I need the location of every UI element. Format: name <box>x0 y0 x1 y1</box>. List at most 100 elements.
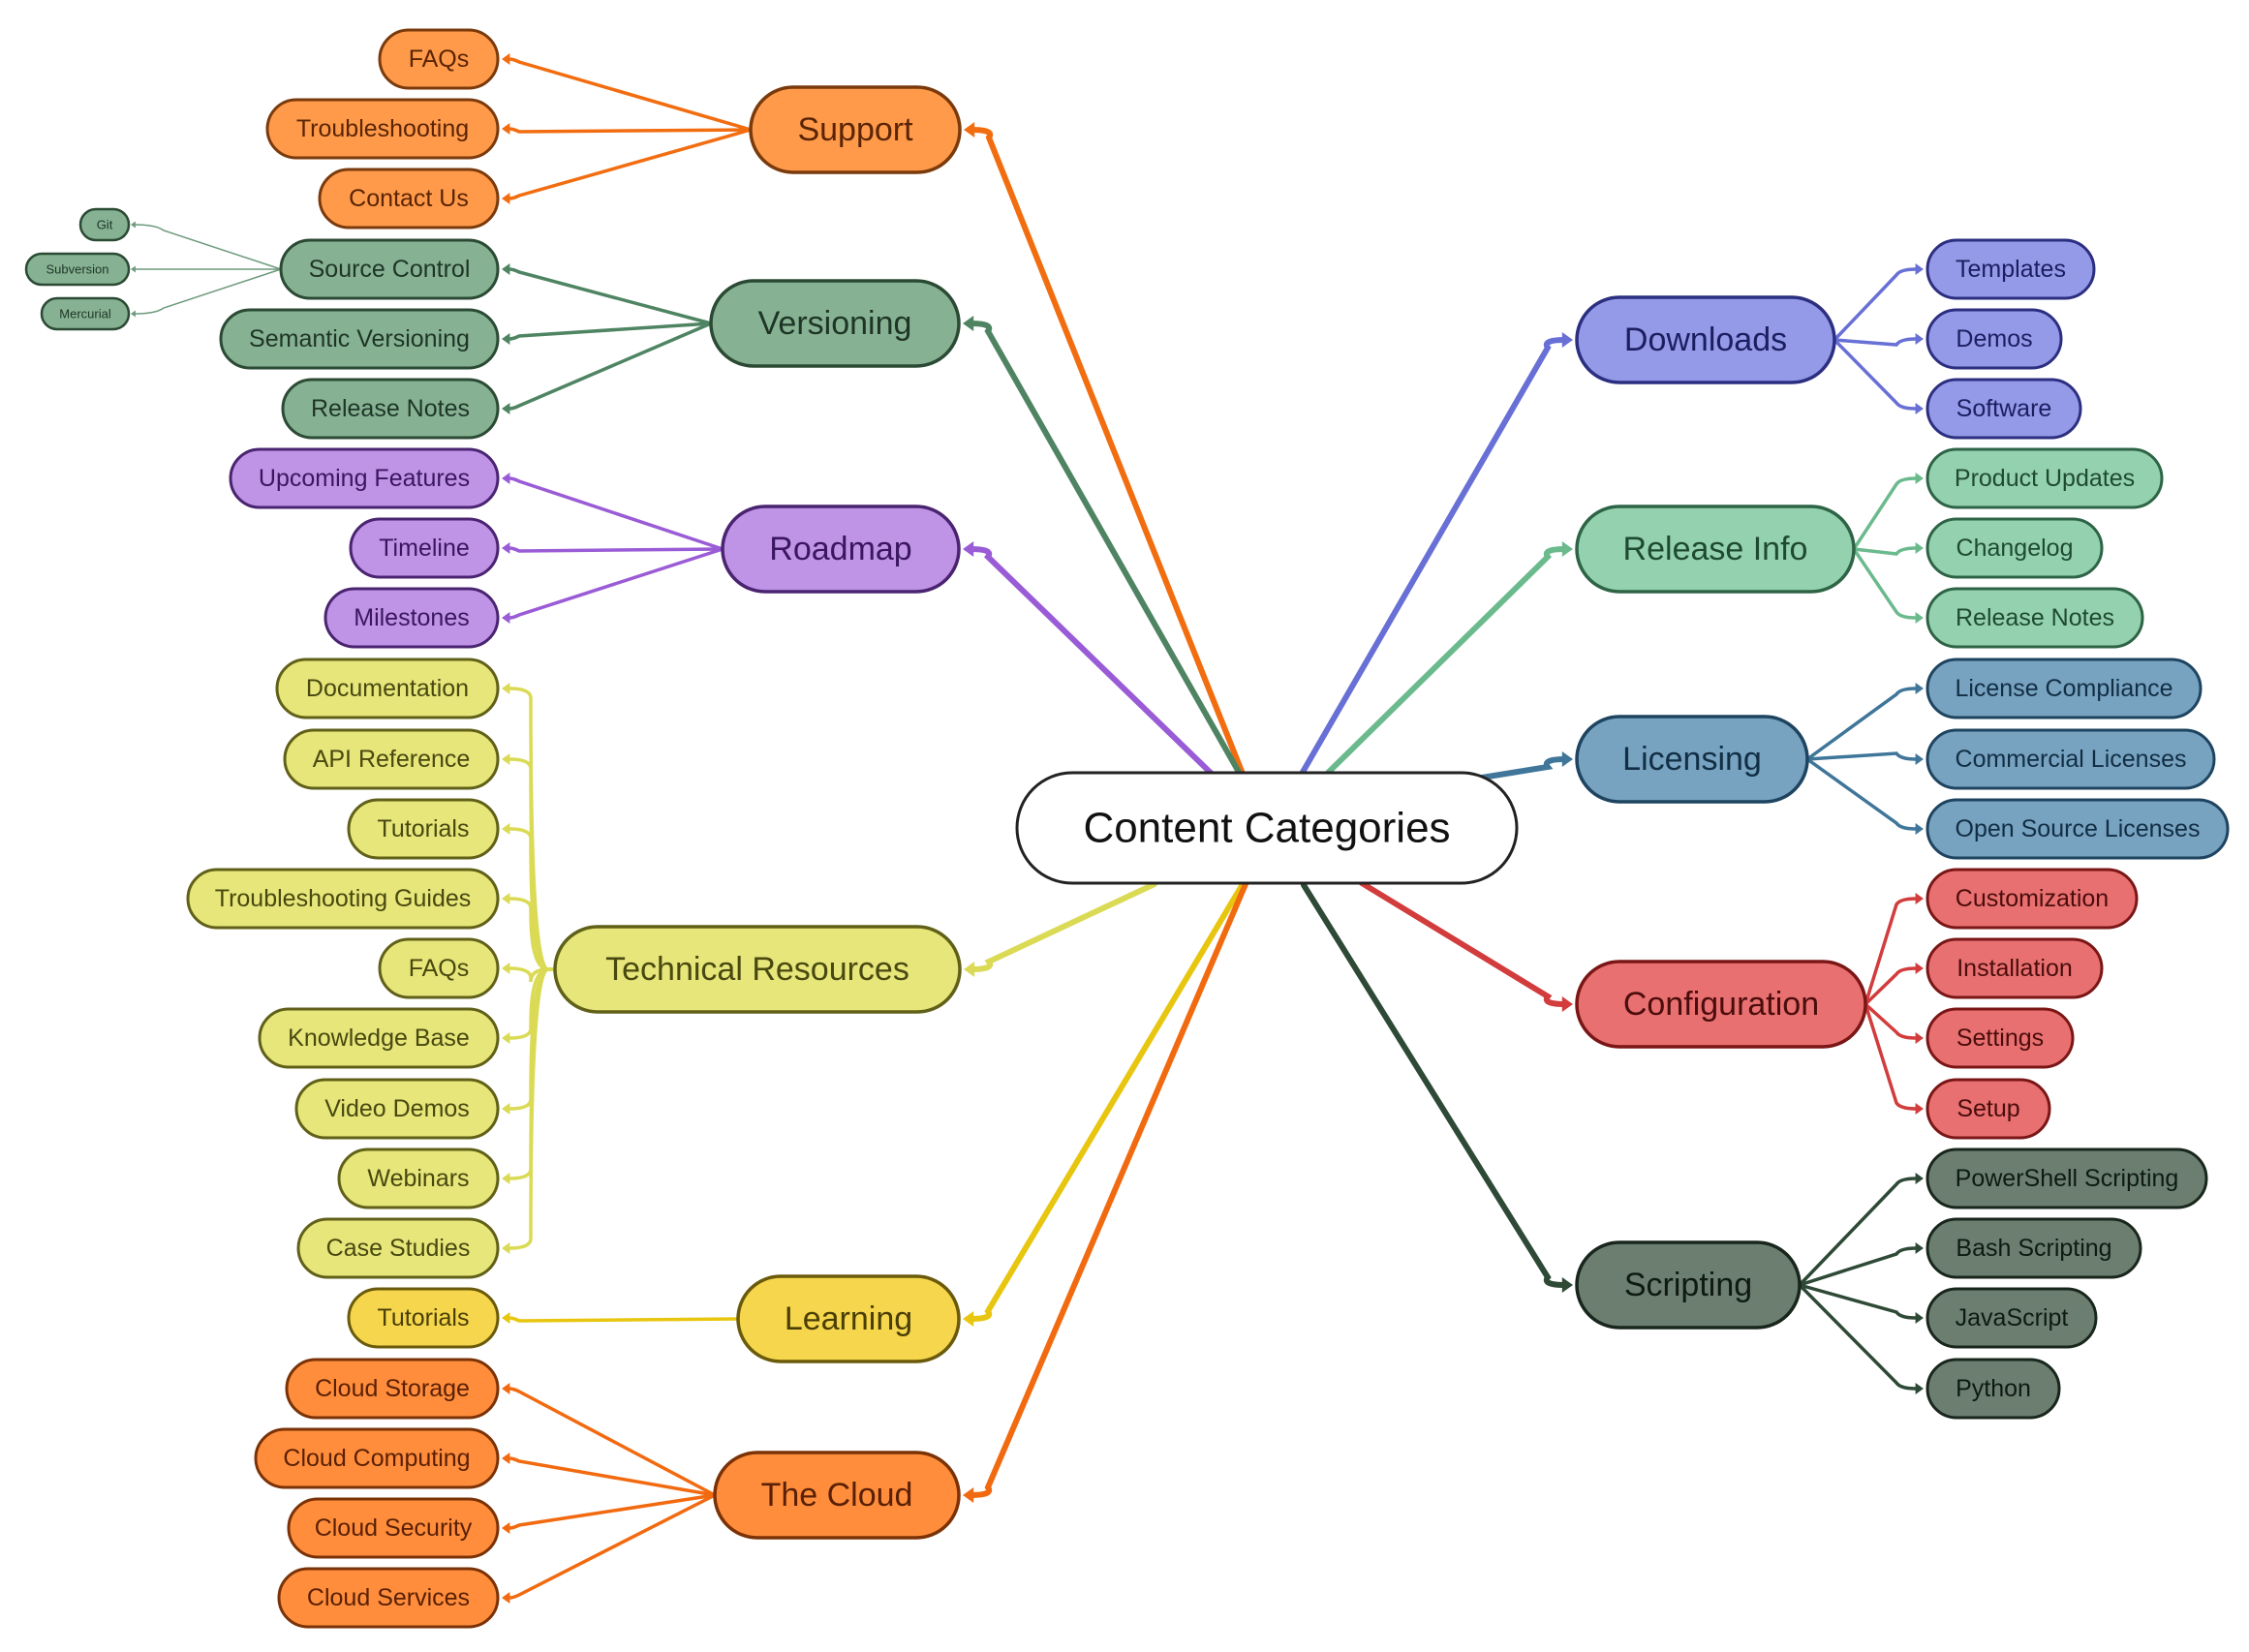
leaf-technical-8[interactable]: Case Studies <box>296 1217 500 1279</box>
arrow-configuration-3 <box>1915 1103 1924 1115</box>
branch-scripting[interactable]: Scripting <box>1575 1240 1802 1330</box>
leaf-release-0[interactable]: Product Updates <box>1926 447 2164 509</box>
branch-support[interactable]: Support <box>749 85 962 174</box>
leaf-licensing-0[interactable]: License Compliance <box>1926 658 2203 719</box>
leaf-configuration-0-label: Customization <box>1956 885 2109 912</box>
leaf-roadmap-2[interactable]: Milestones <box>323 587 500 649</box>
leaf-release-1[interactable]: Changelog <box>1926 517 2104 579</box>
leaf-technical-4[interactable]: FAQs <box>378 937 500 999</box>
edge-source-control-2 <box>134 268 282 315</box>
arrow-root-cloud <box>963 1487 974 1503</box>
grandchild-subversion-label: Subversion <box>46 262 108 277</box>
leaf-configuration-2-label: Settings <box>1956 1025 2044 1052</box>
arrow-scripting-3 <box>1915 1383 1924 1394</box>
edge-root-configuration <box>1359 880 1568 1007</box>
leaf-technical-7[interactable]: Webinars <box>337 1147 500 1209</box>
arrow-cloud-1 <box>502 1453 510 1464</box>
edge-root-roadmap <box>968 546 1216 778</box>
branch-versioning-shape <box>709 279 961 368</box>
branch-technical[interactable]: Technical Resources <box>553 925 962 1014</box>
leaf-roadmap-1[interactable]: Timeline <box>349 517 500 579</box>
leaf-downloads-2[interactable]: Software <box>1926 378 2082 440</box>
leaf-licensing-1[interactable]: Commercial Licenses <box>1926 728 2216 790</box>
leaf-cloud-3[interactable]: Cloud Services <box>277 1567 500 1629</box>
leaf-technical-6[interactable]: Video Demos <box>294 1078 500 1140</box>
leaf-support-0[interactable]: FAQs <box>378 28 500 90</box>
grandchild-mercurial[interactable]: Mercurial <box>40 296 131 331</box>
leaf-scripting-0[interactable]: PowerShell Scripting <box>1926 1147 2208 1209</box>
arrow-licensing-2 <box>1915 823 1924 835</box>
leaf-technical-3-label: Troubleshooting Guides <box>215 885 472 912</box>
branch-roadmap[interactable]: Roadmap <box>721 505 961 594</box>
leaf-licensing-1-shape <box>1926 728 2216 790</box>
leaf-roadmap-0[interactable]: Upcoming Features <box>229 447 500 509</box>
leaf-scripting-1-shape <box>1926 1217 2142 1279</box>
leaf-scripting-2[interactable]: JavaScript <box>1926 1287 2098 1349</box>
edge-root-support <box>969 127 1246 777</box>
leaf-release-0-shape <box>1926 447 2164 509</box>
leaf-technical-2-shape <box>347 798 500 860</box>
grandchild-git[interactable]: Git <box>78 207 131 242</box>
branch-roadmap-shape <box>721 505 961 594</box>
arrow-source-control-1 <box>131 265 136 273</box>
branch-learning[interactable]: Learning <box>736 1274 961 1363</box>
leaf-technical-7-label: Webinars <box>367 1165 469 1192</box>
leaf-support-2[interactable]: Contact Us <box>318 168 500 229</box>
leaf-technical-5[interactable]: Knowledge Base <box>258 1007 500 1069</box>
edge-root-release <box>1323 546 1568 778</box>
leaf-versioning-2[interactable]: Release Notes <box>281 378 500 440</box>
leaf-versioning-1[interactable]: Semantic Versioning <box>219 308 500 370</box>
leaf-technical-2[interactable]: Tutorials <box>347 798 500 860</box>
branch-downloads[interactable]: Downloads <box>1575 295 1836 384</box>
leaf-support-2-label: Contact Us <box>349 185 469 212</box>
arrow-configuration-0 <box>1915 893 1924 904</box>
arrow-downloads-2 <box>1915 403 1924 414</box>
leaf-configuration-1[interactable]: Installation <box>1926 937 2104 999</box>
branch-release[interactable]: Release Info <box>1575 505 1856 594</box>
leaf-downloads-1[interactable]: Demos <box>1926 308 2063 370</box>
leaf-release-2[interactable]: Release Notes <box>1926 587 2144 649</box>
arrow-technical-5 <box>502 1032 510 1044</box>
grandchild-subversion[interactable]: Subversion <box>24 252 131 287</box>
root-node[interactable]: Content Categories <box>1015 771 1519 885</box>
leaf-versioning-0-label: Source Control <box>309 256 471 283</box>
branch-release-shape <box>1575 505 1856 594</box>
leaf-cloud-2[interactable]: Cloud Security <box>287 1497 500 1559</box>
leaf-cloud-0[interactable]: Cloud Storage <box>285 1358 500 1420</box>
edge-scripting-0 <box>1798 1177 1918 1287</box>
leaf-configuration-0[interactable]: Customization <box>1926 868 2139 930</box>
edge-cloud-2 <box>508 1493 717 1530</box>
leaf-support-1[interactable]: Troubleshooting <box>265 98 500 160</box>
leaf-technical-3[interactable]: Troubleshooting Guides <box>186 868 500 930</box>
leaf-scripting-3[interactable]: Python <box>1926 1358 2061 1420</box>
leaf-configuration-1-label: Installation <box>1956 955 2073 982</box>
branch-configuration[interactable]: Configuration <box>1575 960 1867 1049</box>
branch-licensing[interactable]: Licensing <box>1575 715 1809 804</box>
leaf-learning-0[interactable]: Tutorials <box>347 1287 500 1349</box>
leaf-roadmap-2-shape <box>323 587 500 649</box>
leaf-cloud-2-shape <box>287 1497 500 1559</box>
leaf-downloads-0[interactable]: Templates <box>1926 238 2096 300</box>
branch-support-shape <box>749 85 962 174</box>
edge-versioning-2 <box>508 321 713 411</box>
leaf-configuration-2[interactable]: Settings <box>1926 1007 2075 1069</box>
branch-scripting-label: Scripting <box>1624 1267 1752 1303</box>
leaf-technical-0[interactable]: Documentation <box>275 658 500 719</box>
leaf-versioning-0[interactable]: Source Control <box>279 238 500 300</box>
leaf-technical-1[interactable]: API Reference <box>283 728 500 790</box>
leaf-cloud-1[interactable]: Cloud Computing <box>254 1427 500 1489</box>
root-node-shape <box>1015 771 1519 885</box>
leaf-configuration-3[interactable]: Setup <box>1926 1078 2051 1140</box>
leaf-licensing-2[interactable]: Open Source Licenses <box>1926 798 2230 860</box>
leaf-scripting-1[interactable]: Bash Scripting <box>1926 1217 2142 1279</box>
leaf-support-1-shape <box>265 98 500 160</box>
leaf-configuration-3-label: Setup <box>1956 1095 2019 1122</box>
leaf-licensing-0-label: License Compliance <box>1955 675 2172 702</box>
arrow-downloads-0 <box>1915 263 1924 275</box>
branch-technical-label: Technical Resources <box>605 951 909 988</box>
branch-cloud[interactable]: The Cloud <box>713 1451 961 1540</box>
arrow-technical-8 <box>502 1242 510 1254</box>
branch-versioning[interactable]: Versioning <box>709 279 961 368</box>
leaf-configuration-0-shape <box>1926 868 2139 930</box>
grandchild-git-shape <box>78 207 131 242</box>
